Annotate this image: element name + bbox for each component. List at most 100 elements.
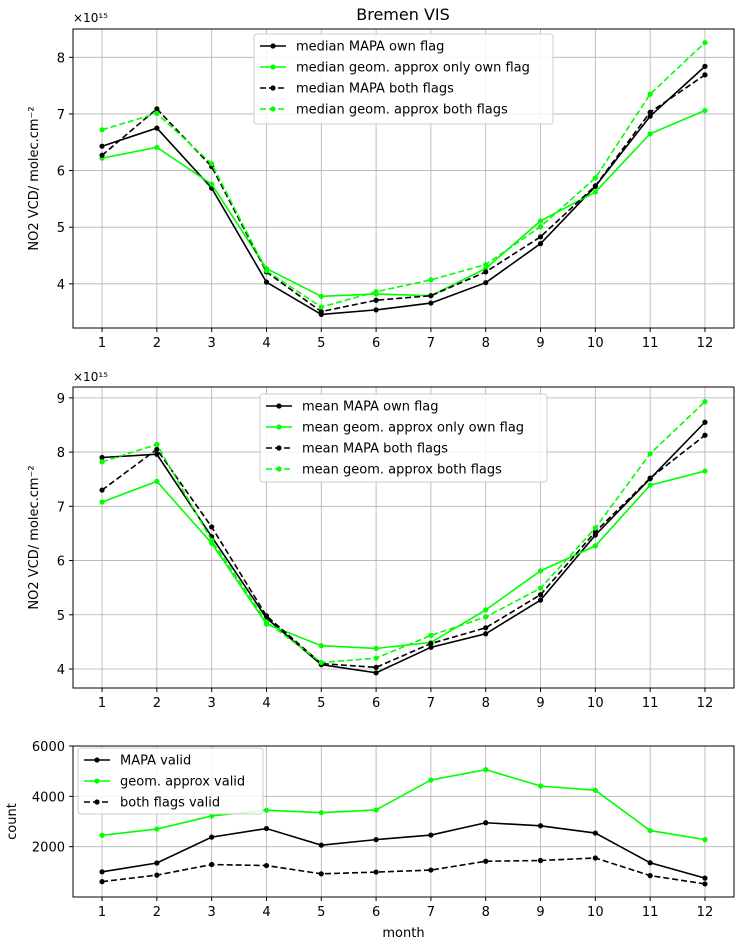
data-point [263, 825, 270, 832]
data-point [209, 861, 215, 868]
data-point [647, 113, 653, 119]
data-point [537, 241, 544, 247]
data-point [702, 72, 708, 78]
data-point [318, 308, 324, 315]
x-tick-label: 1 [98, 696, 106, 711]
data-point [537, 224, 544, 230]
data-point [483, 261, 489, 268]
legend-box [259, 393, 548, 483]
data-point [154, 446, 160, 452]
y-tick-label: 8 [57, 446, 65, 461]
data-point [428, 640, 434, 647]
data-point [428, 300, 434, 306]
y-tick-label: 4000 [32, 790, 65, 805]
y-tick-label: 5 [57, 609, 65, 624]
data-point [154, 125, 160, 131]
data-point [537, 234, 544, 240]
data-point [99, 832, 105, 838]
axes-frame [72, 745, 735, 898]
data-point [702, 63, 708, 69]
legend-marker [94, 799, 100, 805]
data-point [483, 280, 489, 286]
data-point [592, 830, 598, 836]
data-point [592, 855, 598, 861]
x-tick-label: 12 [697, 905, 714, 920]
series-line [101, 74, 706, 313]
data-point [318, 871, 324, 877]
data-point [592, 787, 598, 793]
x-axis-label: month [382, 926, 424, 941]
x-tick-label: 8 [482, 905, 490, 920]
data-point [592, 189, 598, 195]
legend-label: median MAPA both flags [296, 82, 454, 97]
data-point [647, 109, 653, 115]
legend-label: median MAPA own flag [296, 40, 444, 55]
data-point [483, 614, 489, 620]
data-point [537, 783, 544, 789]
x-tick-label: 6 [372, 696, 380, 711]
x-tick-label: 2 [153, 905, 161, 920]
legend-marker [270, 106, 276, 112]
data-point [373, 837, 379, 843]
data-point [428, 832, 434, 838]
data-point [154, 872, 160, 878]
legend-label: mean MAPA own flag [302, 400, 439, 415]
data-point [537, 568, 544, 574]
legend-box [253, 33, 554, 125]
legend-marker [276, 403, 282, 409]
data-point [263, 279, 270, 285]
x-tick-label: 5 [317, 696, 325, 711]
y-tick-label: 7 [57, 108, 65, 123]
data-point [209, 161, 215, 167]
y-tick-label: 6 [57, 165, 65, 180]
data-point [373, 807, 379, 813]
x-tick-label: 5 [317, 336, 325, 351]
series-line [101, 821, 706, 879]
x-tick-label: 6 [372, 336, 380, 351]
legend-marker [276, 445, 282, 451]
data-point [647, 860, 653, 866]
chart-title: Bremen VIS [356, 5, 450, 24]
y-axis-label: NO2 VCD/ molec.cm⁻² [27, 106, 42, 250]
y-tick-label: 9 [57, 392, 65, 407]
y-axis-label: NO2 VCD/ molec.cm⁻² [27, 465, 42, 609]
data-point [154, 860, 160, 866]
data-point [702, 419, 708, 425]
data-point [373, 655, 379, 661]
data-point [373, 307, 379, 313]
data-point [702, 881, 708, 887]
data-point [318, 643, 324, 649]
data-point [702, 837, 708, 843]
data-point [154, 451, 160, 457]
data-point [537, 592, 544, 598]
x-tick-label: 12 [697, 696, 714, 711]
data-point [99, 152, 105, 158]
data-point [428, 277, 434, 283]
x-tick-label: 11 [642, 905, 659, 920]
series-line [101, 401, 706, 664]
data-point [647, 451, 653, 457]
data-point [702, 399, 708, 405]
data-point [483, 820, 489, 826]
x-tick-label: 7 [427, 336, 435, 351]
legend-box [77, 747, 264, 815]
data-point [154, 110, 160, 116]
data-point [318, 659, 324, 666]
data-point [647, 131, 653, 137]
x-tick-label: 9 [536, 336, 544, 351]
data-point [647, 482, 653, 488]
data-point [373, 869, 379, 875]
legend-marker [94, 757, 100, 763]
data-point [483, 607, 489, 613]
data-point [483, 767, 489, 773]
series-line [101, 470, 706, 650]
data-point [154, 441, 160, 448]
data-point [154, 826, 160, 832]
data-point [373, 297, 379, 303]
data-point [592, 529, 598, 535]
series-line [101, 768, 706, 841]
data-point [209, 537, 215, 544]
legend-label: geom. approx valid [120, 775, 245, 790]
